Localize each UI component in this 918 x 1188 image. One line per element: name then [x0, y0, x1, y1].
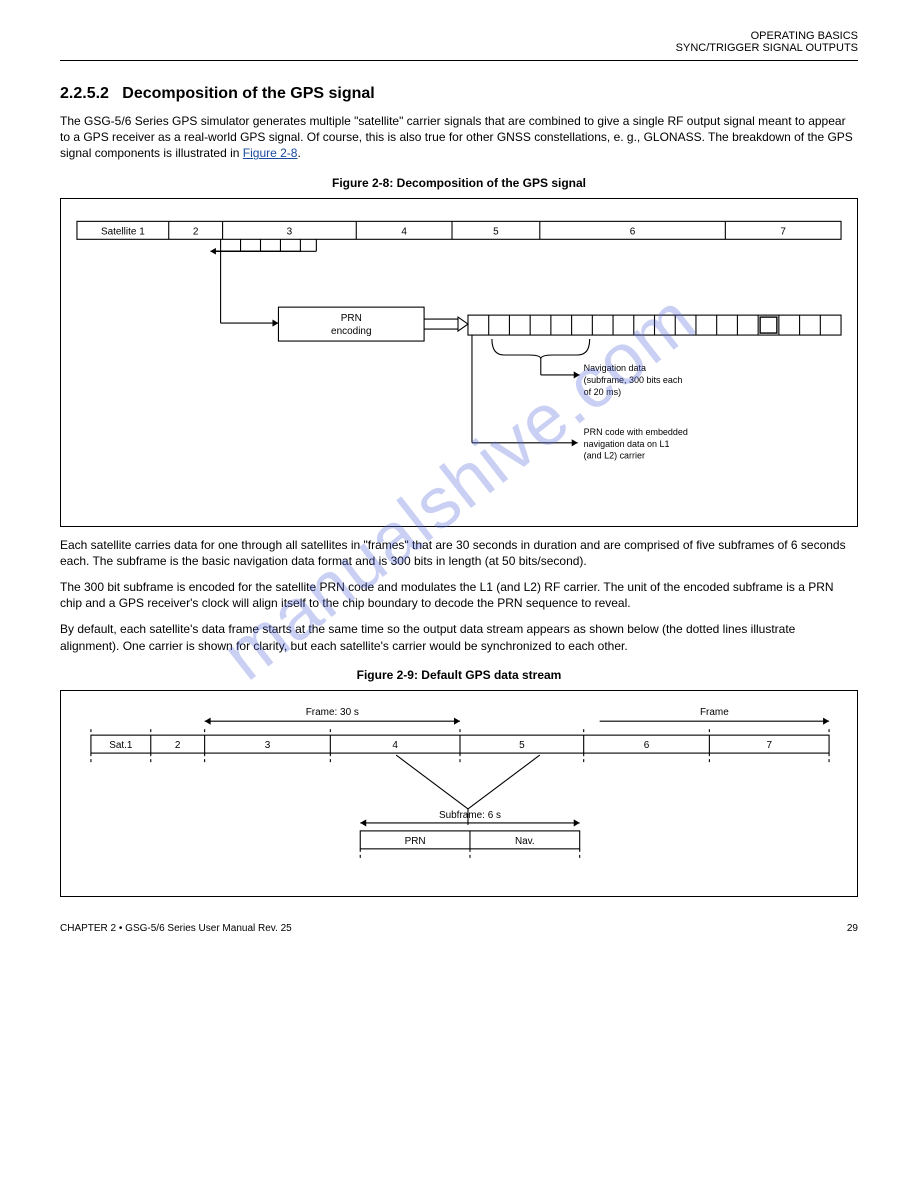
section-number: 2.2.5.2 [60, 85, 109, 102]
svg-text:Sat.1: Sat.1 [109, 740, 133, 751]
figure-1-svg: Satellite 1 2 3 4 5 6 7 PRN encoding Navigation d… [61, 199, 857, 521]
svg-text:(subframe, 300 bits each: (subframe, 300 bits each [584, 375, 683, 385]
svg-text:Satellite 1: Satellite 1 [101, 226, 145, 237]
para-3: By default, each satellite's data frame … [60, 621, 858, 653]
svg-text:Navigation data: Navigation data [584, 363, 646, 373]
svg-text:Subframe: 6 s: Subframe: 6 s [439, 810, 501, 821]
svg-text:of 20 ms): of 20 ms) [584, 386, 621, 396]
svg-text:7: 7 [766, 740, 772, 751]
svg-text:Frame: Frame [700, 707, 729, 718]
svg-text:6: 6 [644, 740, 650, 751]
figure-1-caption: Figure 2-8: Decomposition of the GPS sig… [60, 176, 858, 190]
figure-2-svg: Frame: 30 s Frame Sat.1 2 3 4 5 6 7 Subframe: 6 s… [61, 691, 857, 891]
footer-right: 29 [847, 923, 858, 934]
svg-text:3: 3 [265, 740, 271, 751]
para-1: The GSG-5/6 Series GPS simulator generat… [60, 113, 858, 162]
svg-text:PRN: PRN [341, 313, 362, 324]
svg-text:PRN code with embedded: PRN code with embedded [584, 426, 688, 436]
para-2a: Each satellite carries data for one thro… [60, 537, 858, 569]
header-right-1: OPERATING BASICS [60, 30, 858, 42]
svg-text:encoding: encoding [331, 326, 371, 337]
svg-text:4: 4 [401, 226, 407, 237]
top-rule [60, 60, 858, 61]
svg-text:6: 6 [630, 226, 636, 237]
svg-text:5: 5 [519, 740, 525, 751]
figure-1: Satellite 1 2 3 4 5 6 7 PRN encoding Navigation d… [60, 198, 858, 527]
svg-text:2: 2 [175, 740, 181, 751]
svg-text:7: 7 [780, 226, 786, 237]
figure-2-caption: Figure 2-9: Default GPS data stream [60, 668, 858, 682]
section-title: Decomposition of the GPS signal [122, 85, 374, 102]
header-right-2: SYNC/TRIGGER SIGNAL OUTPUTS [60, 42, 858, 54]
svg-text:5: 5 [493, 226, 499, 237]
figure-link[interactable]: Figure 2-8 [243, 146, 298, 160]
svg-text:Frame: 30 s: Frame: 30 s [306, 707, 359, 718]
svg-text:2: 2 [193, 226, 199, 237]
para-2b: The 300 bit subframe is encoded for the … [60, 579, 858, 611]
svg-text:Nav.: Nav. [515, 836, 535, 847]
svg-text:navigation data on L1: navigation data on L1 [584, 438, 670, 448]
footer-left: CHAPTER 2 • GSG-5/6 Series User Manual R… [60, 923, 292, 934]
svg-text:3: 3 [287, 226, 293, 237]
svg-text:4: 4 [392, 740, 398, 751]
figure-2: Frame: 30 s Frame Sat.1 2 3 4 5 6 7 Subframe: 6 s… [60, 690, 858, 897]
svg-text:PRN: PRN [405, 836, 426, 847]
svg-text:(and L2) carrier: (and L2) carrier [584, 450, 645, 460]
